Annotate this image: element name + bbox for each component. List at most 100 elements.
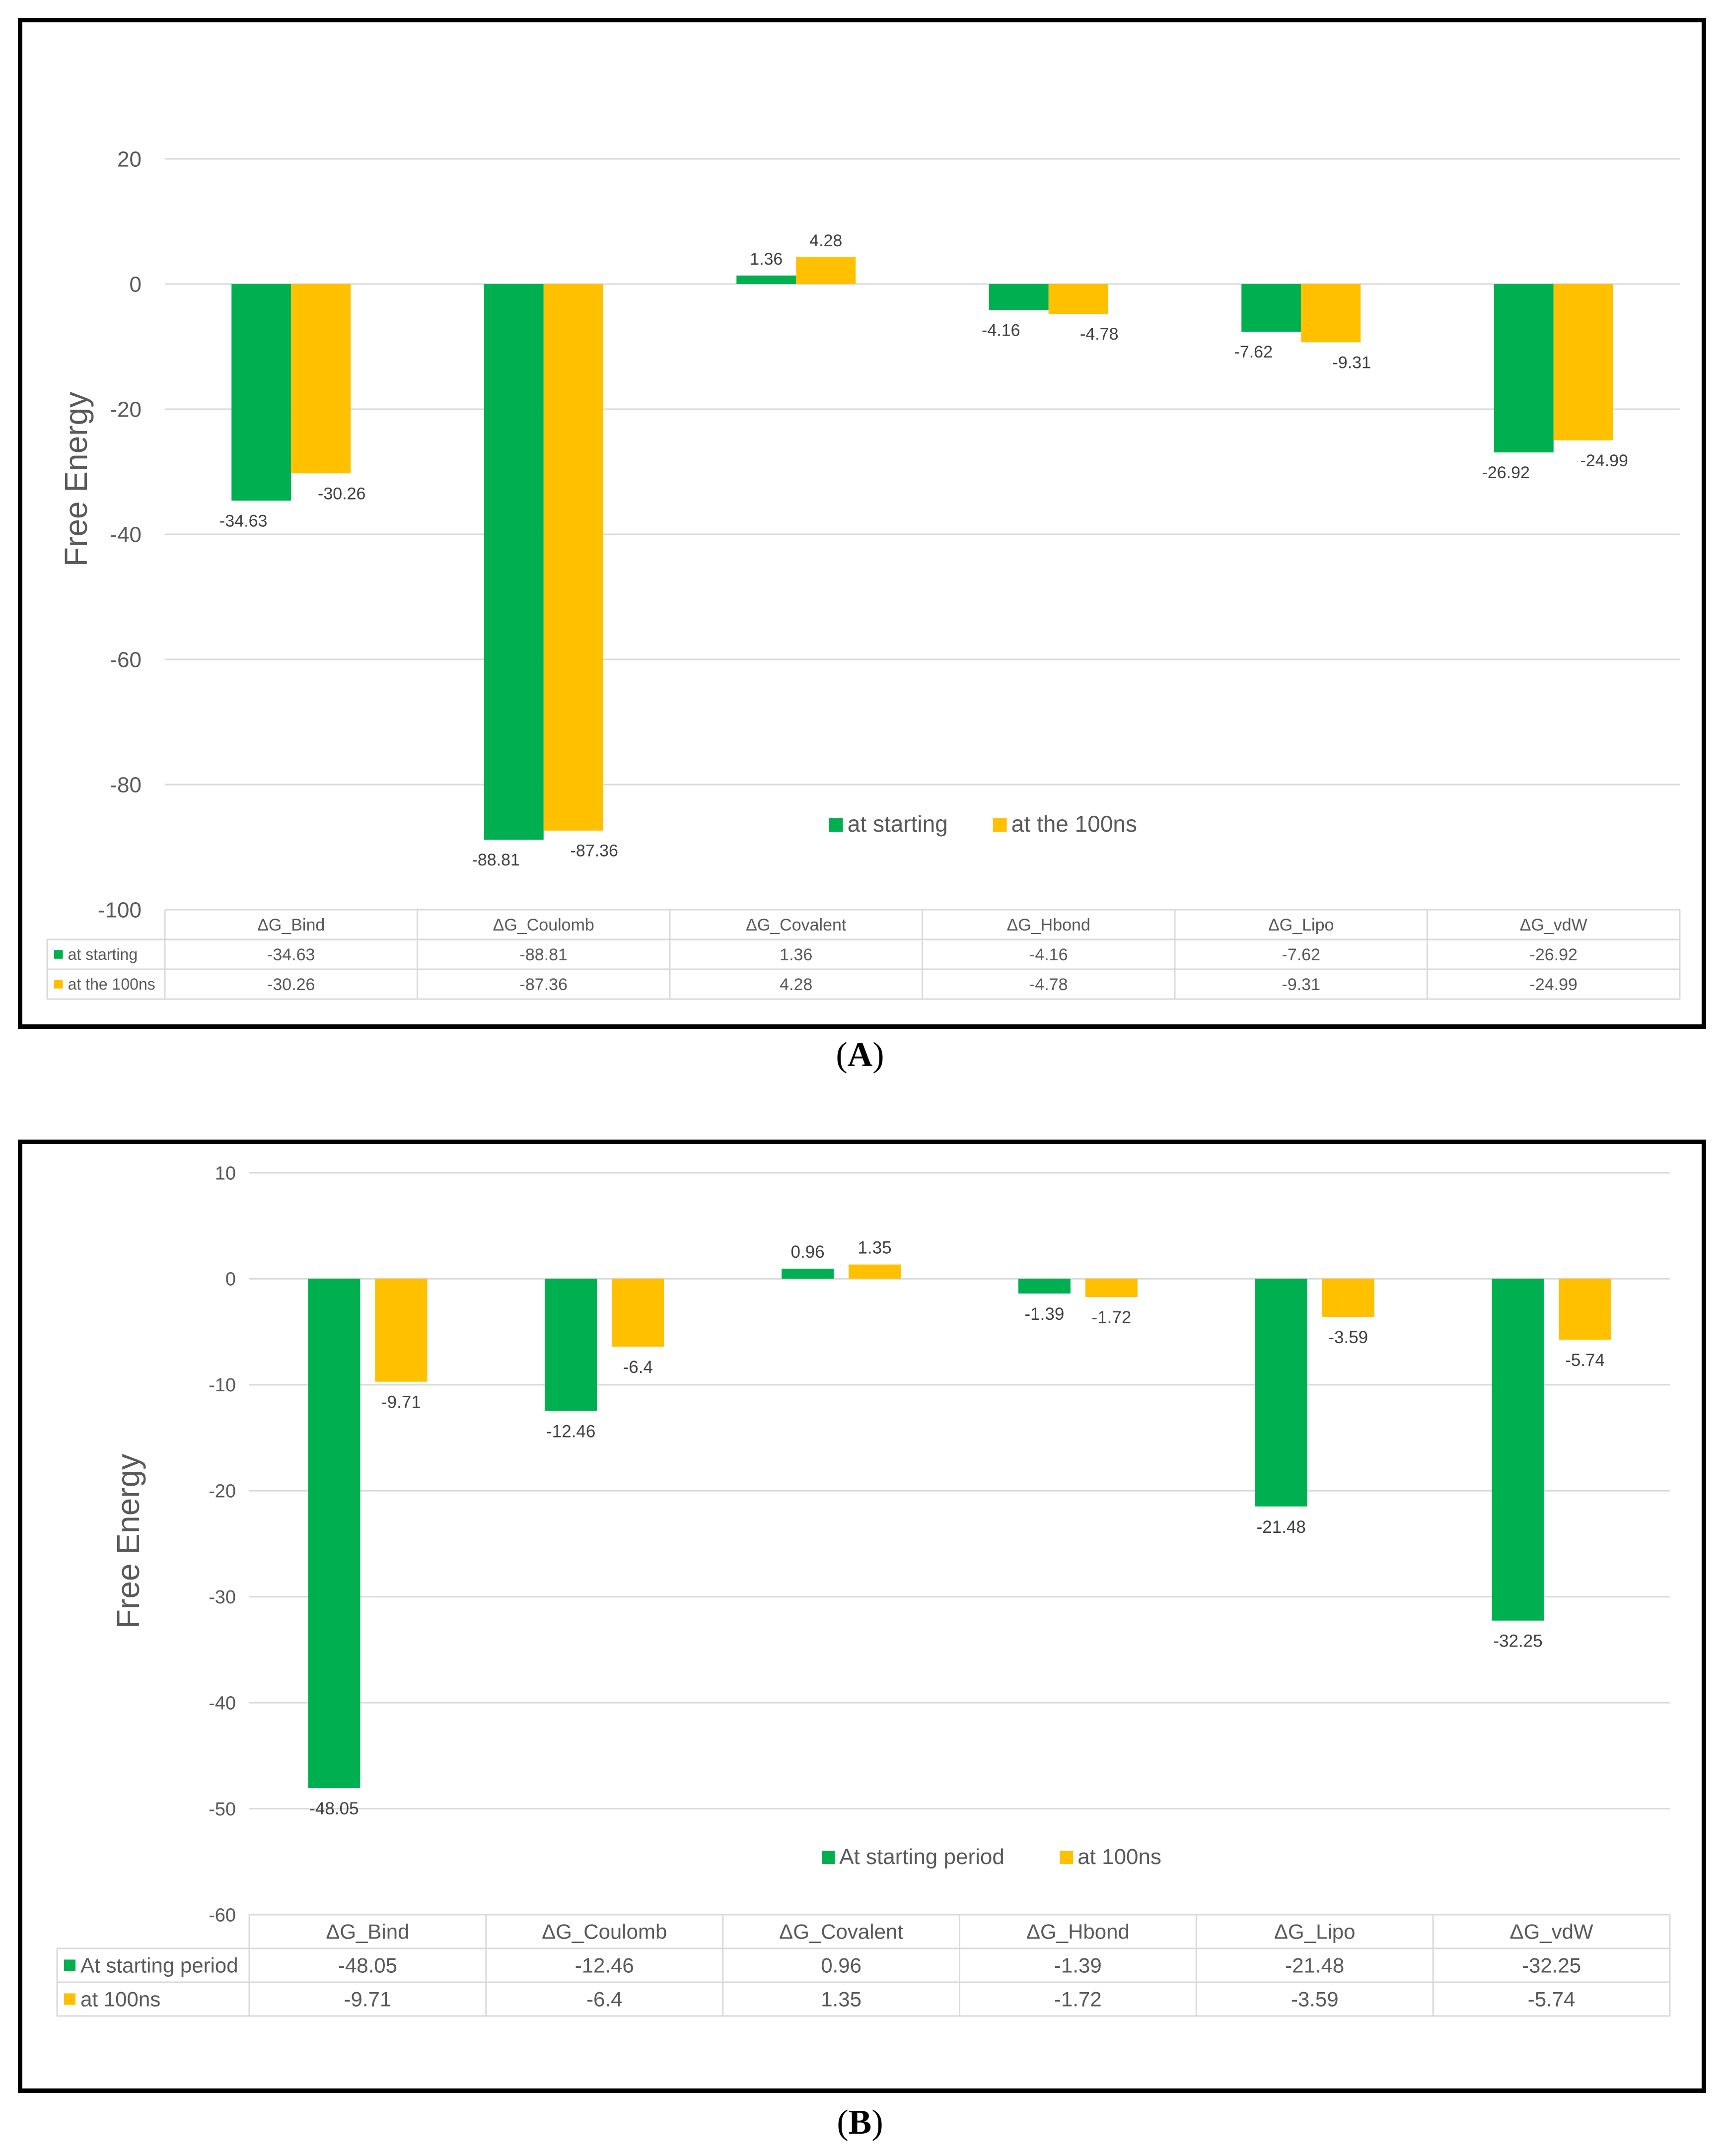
table-legend-swatch [54,950,63,959]
table-cell: -88.81 [520,945,568,964]
bar [1494,284,1554,453]
data-label: -4.78 [1080,325,1119,344]
table-cell: 0.96 [821,1954,861,1977]
table-legend-swatch [64,1959,76,1971]
data-label: -3.59 [1328,1328,1368,1347]
bar [736,275,796,284]
data-label: -32.25 [1493,1632,1542,1651]
bar [612,1279,664,1347]
bar [545,1279,597,1411]
table-cell: 1.36 [780,945,812,964]
table-cell: -5.74 [1528,1988,1576,2011]
table-cell: -1.72 [1054,1988,1102,2011]
bar [796,257,856,284]
y-tick-label: 20 [117,147,142,171]
bar [782,1268,834,1279]
y-tick-label: 0 [130,272,142,296]
table-cell: -4.78 [1029,975,1068,994]
table-header-cell: ΔG_vdW [1510,1920,1593,1943]
data-label: 4.28 [809,231,842,250]
data-label: -21.48 [1257,1517,1306,1537]
table-row-label: at the 100ns [68,975,155,993]
y-tick-label: -10 [209,1375,236,1396]
table-cell: -6.4 [586,1988,622,2011]
data-label: -48.05 [309,1799,358,1818]
y-tick-label: 0 [225,1269,236,1290]
y-axis-label: Free Energy [58,392,94,567]
table-header-cell: ΔG_Bind [326,1920,409,1943]
table-cell: -7.62 [1282,945,1321,964]
table-cell: -12.46 [575,1954,634,1977]
table-header-cell: ΔG_Covalent [779,1920,903,1943]
data-label: -87.36 [571,842,618,861]
bar [231,284,291,501]
table-cell: 4.28 [780,975,812,994]
data-label: -4.16 [982,321,1020,340]
data-label: -26.92 [1482,463,1530,482]
legend-swatch [822,1851,835,1864]
table-cell: -26.92 [1530,945,1577,964]
legend-label: At starting period [839,1845,1004,1869]
data-label: -7.62 [1234,343,1273,361]
data-label: -5.74 [1565,1351,1605,1370]
y-tick-label: -30 [209,1587,236,1608]
chart-b-svg: 10 0 -10 -20 -30 -40 -50 -60 Free Energy -48.05 -1… [56,1163,1671,2017]
table-header-cell: ΔG_vdW [1520,916,1587,934]
y-tick-label: -50 [209,1799,236,1820]
bar [543,284,603,831]
table-legend-swatch [54,980,63,989]
table-header-cell: ΔG_Coulomb [542,1920,667,1943]
data-label: -1.39 [1025,1304,1065,1324]
bar [1553,284,1613,440]
y-tick-label: -60 [209,1905,236,1926]
table-legend-swatch [64,1993,76,2005]
table-row-label: At starting period [80,1954,238,1977]
data-label: 1.36 [750,250,783,269]
table-row-label: at starting [68,945,138,963]
table-cell: -32.25 [1522,1954,1581,1977]
y-tick-label: -20 [110,397,142,422]
bar [1301,284,1361,343]
bar [989,284,1049,310]
bar [1492,1279,1544,1621]
y-tick-label: -40 [209,1693,236,1714]
chart-panel-b: 10 0 -10 -20 -30 -40 -50 -60 Free Energy -48.05 -1… [18,1140,1706,2093]
legend-swatch [993,818,1007,832]
y-tick-label: -80 [110,773,142,797]
legend-label: at 100ns [1077,1845,1161,1869]
table-header-cell: ΔG_Coulomb [493,916,594,934]
table-header-cell: ΔG_Lipo [1274,1920,1356,1943]
data-label: -88.81 [472,851,520,869]
bar [1241,284,1301,332]
data-label: -9.31 [1333,353,1371,372]
y-tick-label: -60 [110,647,142,672]
bar [1255,1279,1307,1507]
bar [1085,1279,1138,1297]
table-header-cell: ΔG_Covalent [746,916,847,934]
legend-label: at starting [848,811,948,837]
data-label: 0.96 [791,1242,825,1262]
table-cell: -30.26 [267,975,315,994]
table-cell: -48.05 [338,1954,397,1977]
data-label: -1.72 [1092,1308,1132,1327]
legend-label: at the 100ns [1011,811,1137,837]
table-cell: -9.71 [344,1988,392,2011]
table-cell: 1.35 [821,1988,861,2011]
table-cell: -34.63 [267,945,315,964]
table-cell: -4.16 [1029,945,1068,964]
data-label: -9.71 [381,1393,421,1412]
table-cell: -87.36 [520,975,568,994]
caption-b-letter: B [848,2103,872,2142]
table-cell: -24.99 [1530,975,1577,994]
legend-swatch [1060,1851,1074,1864]
bar [375,1279,428,1382]
data-label: -6.4 [623,1358,653,1377]
chart-a-svg: 20 0 -20 -40 -60 -80 -100 Free Energy -34.63 -88.… [46,147,1681,1000]
bar [291,284,351,474]
data-label: 1.35 [858,1238,892,1258]
table-header-cell: ΔG_Lipo [1268,916,1334,934]
table-cell: -9.31 [1282,975,1321,994]
table-cell: -3.59 [1291,1988,1339,2011]
table-row-label: at 100ns [80,1988,160,2011]
bar [1559,1279,1611,1340]
